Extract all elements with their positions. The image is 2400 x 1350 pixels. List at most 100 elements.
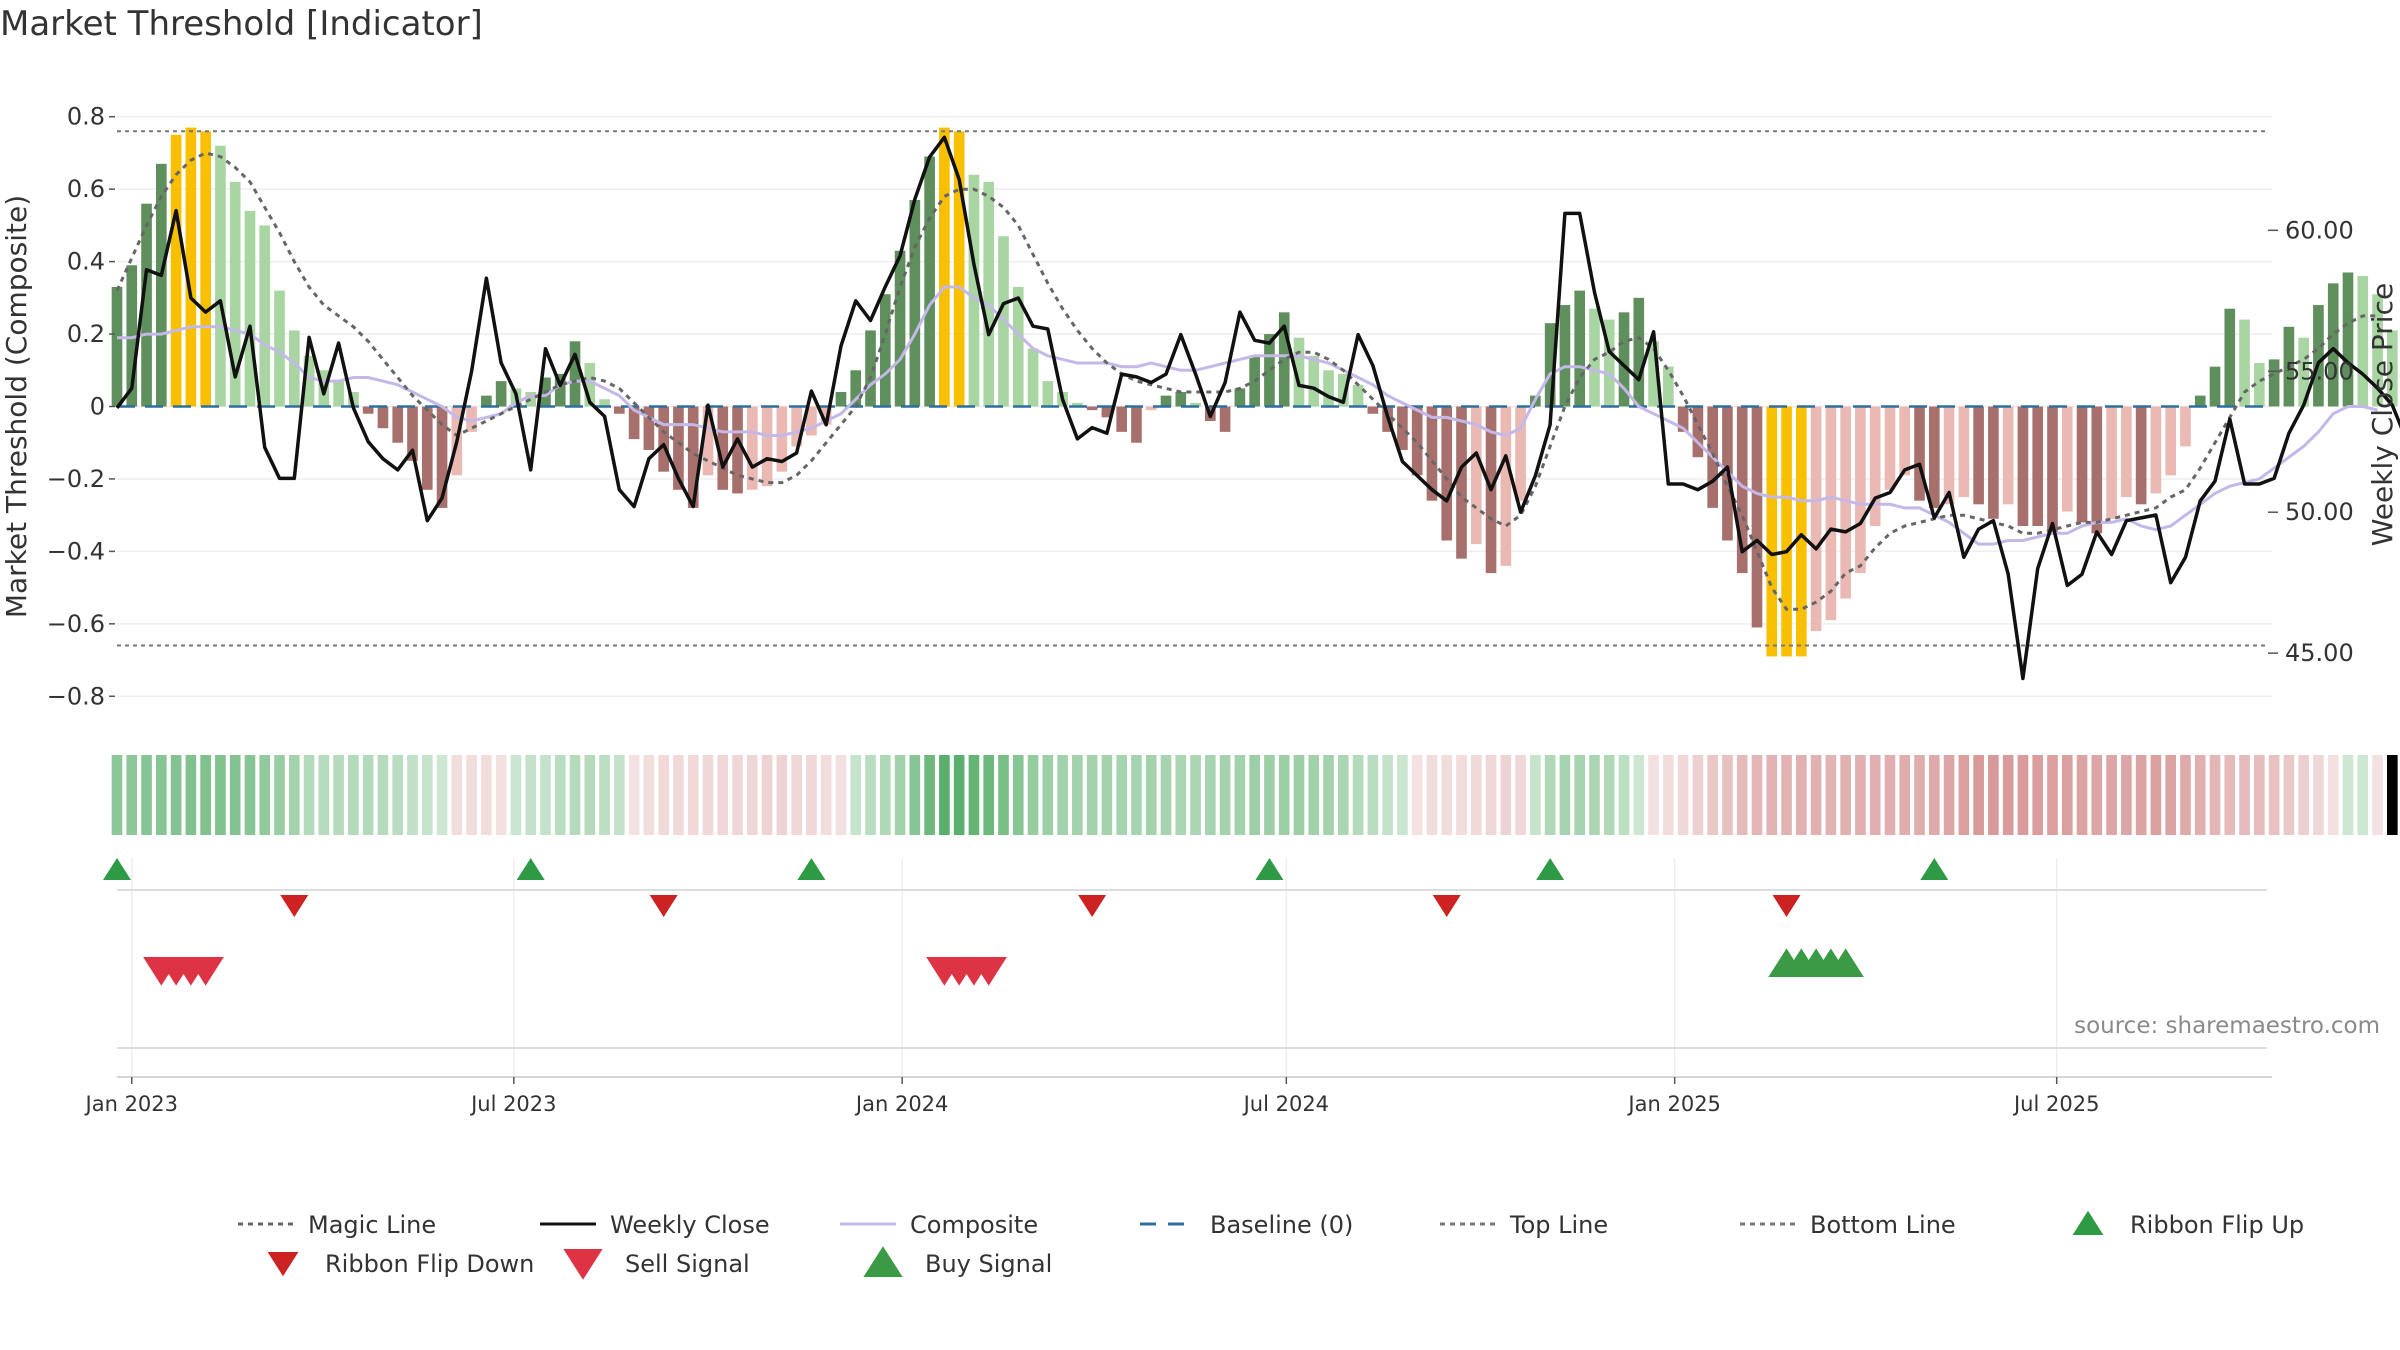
legend-label: Buy Signal	[925, 1250, 1052, 1278]
ribbon-segment	[2180, 755, 2191, 835]
composite-bar	[2032, 406, 2044, 527]
composite-bar	[658, 406, 669, 472]
ribbon-segment	[2283, 755, 2295, 835]
ribbon-segment	[1219, 755, 1231, 835]
ribbon-segment	[791, 755, 802, 835]
y2-axis-label: Weekly Close Price	[2366, 283, 2399, 546]
ribbon-segment	[2327, 755, 2339, 835]
y-tick-label: 0.6	[67, 175, 105, 203]
ribbon-segment	[1411, 755, 1423, 835]
composite-bar	[2327, 283, 2339, 407]
composite-bar	[244, 210, 256, 407]
ribbon-segment	[318, 755, 330, 835]
ribbon-segment	[584, 755, 596, 835]
composite-bar	[2091, 406, 2103, 534]
y-tick-label: 0.4	[67, 248, 105, 276]
composite-bar	[791, 406, 802, 447]
composite-bar	[348, 392, 359, 407]
ribbon-segment	[2239, 755, 2250, 835]
composite-bar	[156, 163, 167, 407]
legend-item: Ribbon Flip Up	[2072, 1210, 2304, 1239]
composite-bar	[1973, 406, 1984, 505]
composite-bar	[1086, 406, 1098, 411]
composite-bar	[259, 225, 271, 407]
ribbon-segment	[2121, 755, 2132, 835]
ribbon-segment	[1470, 755, 1482, 835]
ribbon-segment	[451, 755, 463, 835]
composite-bar	[1899, 406, 1911, 476]
composite-bar	[2239, 319, 2250, 407]
ribbon-segment	[1160, 755, 1172, 835]
legend-label: Magic Line	[308, 1211, 436, 1239]
ribbon-segment	[1175, 755, 1187, 835]
ribbon-segment	[1943, 755, 1955, 835]
ribbon-segment	[1781, 755, 1792, 835]
legend-label: Ribbon Flip Up	[2130, 1211, 2304, 1239]
composite-bar	[1928, 406, 1940, 508]
ribbon-segment	[481, 755, 492, 835]
ribbon-segment	[1958, 755, 1970, 835]
legend-item: Sell Signal	[563, 1249, 750, 1280]
composite-bar	[495, 381, 507, 407]
composite-bar	[643, 406, 655, 450]
ribbon-segment	[894, 755, 906, 835]
composite-bar	[776, 406, 788, 472]
composite-bar	[939, 127, 950, 407]
x-tick-label: Jul 2023	[469, 1092, 556, 1116]
ribbon-segment	[1264, 755, 1275, 835]
composite-bar	[525, 392, 537, 407]
ribbon-segment	[761, 755, 773, 835]
ribbon-segment	[1766, 755, 1778, 835]
ribbon-segment	[1810, 755, 1822, 835]
ribbon-segment	[170, 755, 182, 835]
ribbon-segment	[746, 755, 758, 835]
y2-tick-label: 55.00	[2285, 357, 2354, 385]
ribbon-segment	[924, 755, 935, 835]
ribbon-segment	[1663, 755, 1674, 835]
composite-bar	[1633, 297, 1645, 407]
ribbon-segment	[407, 755, 418, 835]
ribbon-segment	[1456, 755, 1467, 835]
ribbon-segment	[879, 755, 891, 835]
composite-bar	[2180, 406, 2191, 447]
composite-bar	[584, 363, 596, 407]
composite-bar	[215, 145, 226, 407]
ribbon-segment	[1677, 755, 1689, 835]
ribbon-segment	[2002, 755, 2014, 835]
x-tick-label: Jan 2024	[854, 1092, 949, 1116]
composite-bar	[1264, 334, 1275, 407]
ribbon-segment	[466, 755, 477, 835]
composite-bar	[2357, 276, 2369, 407]
ribbon-segment	[1027, 755, 1039, 835]
composite-bar	[599, 399, 610, 407]
composite-bar	[2313, 305, 2324, 407]
legend-swatch	[863, 1246, 903, 1277]
ribbon-segment	[303, 755, 315, 835]
ribbon-segment	[820, 755, 832, 835]
ribbon-segment	[1441, 755, 1453, 835]
composite-bar	[362, 406, 374, 414]
grid-lines	[117, 115, 2272, 1077]
composite-bar	[1796, 406, 1807, 657]
composite-bar	[1278, 312, 1290, 407]
composite-bar	[1988, 406, 1999, 519]
composite-bar	[1736, 406, 1748, 574]
composite-bar	[717, 406, 729, 490]
ribbon-segment	[953, 755, 965, 835]
composite-bar	[2061, 406, 2073, 512]
composite-bar	[2135, 406, 2147, 505]
composite-bar	[1589, 308, 1600, 407]
ribbon-segment	[2047, 755, 2058, 835]
magic-line	[115, 151, 2378, 611]
ribbon-segment	[1973, 755, 1984, 835]
ribbon-segment	[1840, 755, 1851, 835]
composite-bar	[1618, 312, 1630, 407]
ribbon-segment	[806, 755, 817, 835]
composite-bar	[2165, 406, 2177, 476]
composite-bar	[1781, 406, 1792, 657]
composite-bar	[1175, 392, 1187, 407]
y-tick-label: −0.4	[47, 537, 105, 565]
composite-bar	[1515, 406, 1526, 501]
ribbon-segment	[1825, 755, 1837, 835]
